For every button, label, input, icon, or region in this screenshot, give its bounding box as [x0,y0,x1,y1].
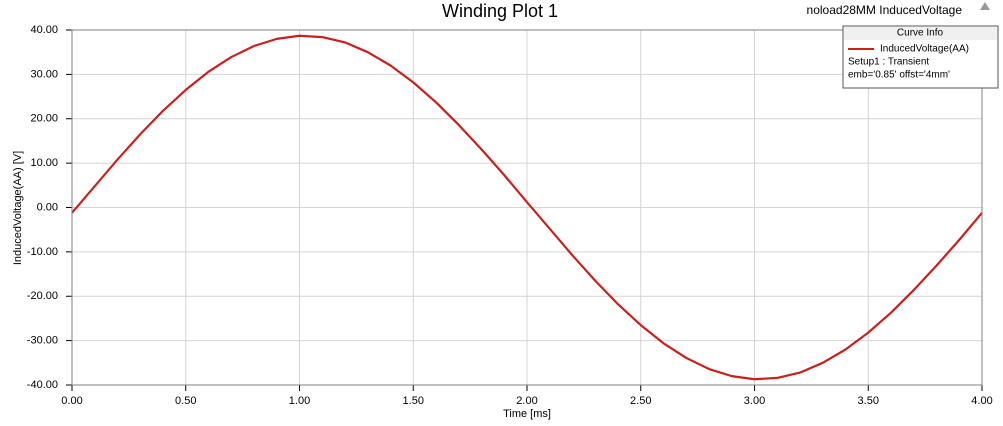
y-axis-label: InducedVoltage(AA) [V] [12,151,24,265]
plot-frame [71,29,983,386]
y-tick-label: -40.00 [27,379,58,391]
x-tick-label: 3.00 [744,395,765,407]
y-tick-label: 0.00 [37,201,58,213]
series-line [71,34,983,381]
legend: Curve Info InducedVoltage(AA) Setup1 : T… [842,25,999,89]
x-axis-label: Time [ms] [503,408,551,420]
y-tick-label: -20.00 [27,290,58,302]
plot-area [71,34,983,381]
y-tick-label: 40.00 [30,24,58,36]
x-tick-label: 2.00 [516,395,537,407]
legend-title: Curve Info [897,28,944,39]
legend-header [844,27,997,40]
chart-subtitle: noload28MM InducedVoltage [807,3,963,17]
x-tick-label: 1.00 [289,395,310,407]
y-tick-label: 30.00 [30,68,58,80]
x-tick-label: 4.00 [971,395,992,407]
y-tick-label: 10.00 [30,157,58,169]
y-tick-label: 20.00 [30,113,58,125]
legend-note: Setup1 : Transient [848,57,929,68]
y-tick-label: -10.00 [27,246,58,258]
x-tick-label: 1.50 [403,395,424,407]
legend-entry: InducedVoltage(AA) [880,44,969,55]
x-tick-label: 0.50 [175,395,196,407]
x-tick-label: 2.50 [630,395,651,407]
corner-icon [980,2,990,10]
legend-note: emb='0.85' offst='4mm' [848,70,950,81]
x-tick-label: 3.50 [858,395,879,407]
y-tick-label: -30.00 [27,335,58,347]
chart-title: Winding Plot 1 [442,1,558,21]
x-tick-label: 0.00 [61,395,82,407]
